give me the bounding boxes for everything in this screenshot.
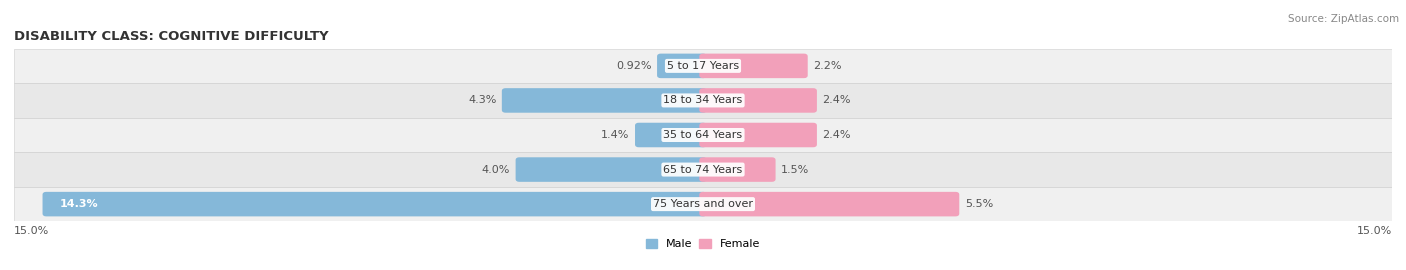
Text: 65 to 74 Years: 65 to 74 Years bbox=[664, 164, 742, 175]
Text: 1.4%: 1.4% bbox=[602, 130, 630, 140]
Legend: Male, Female: Male, Female bbox=[641, 235, 765, 254]
Text: 75 Years and over: 75 Years and over bbox=[652, 199, 754, 209]
Text: Source: ZipAtlas.com: Source: ZipAtlas.com bbox=[1288, 14, 1399, 23]
Bar bbox=[14, 49, 1392, 83]
FancyBboxPatch shape bbox=[699, 88, 817, 113]
Text: 35 to 64 Years: 35 to 64 Years bbox=[664, 130, 742, 140]
FancyBboxPatch shape bbox=[699, 192, 959, 216]
FancyBboxPatch shape bbox=[42, 192, 707, 216]
Text: 2.2%: 2.2% bbox=[813, 61, 842, 71]
FancyBboxPatch shape bbox=[699, 157, 776, 182]
FancyBboxPatch shape bbox=[516, 157, 707, 182]
Text: 18 to 34 Years: 18 to 34 Years bbox=[664, 95, 742, 106]
Text: 15.0%: 15.0% bbox=[1357, 225, 1392, 235]
Text: 2.4%: 2.4% bbox=[823, 95, 851, 106]
Text: 5 to 17 Years: 5 to 17 Years bbox=[666, 61, 740, 71]
Text: 15.0%: 15.0% bbox=[14, 225, 49, 235]
FancyBboxPatch shape bbox=[699, 123, 817, 147]
Text: 4.3%: 4.3% bbox=[468, 95, 496, 106]
Text: 14.3%: 14.3% bbox=[60, 199, 98, 209]
Text: DISABILITY CLASS: COGNITIVE DIFFICULTY: DISABILITY CLASS: COGNITIVE DIFFICULTY bbox=[14, 31, 329, 43]
Text: 4.0%: 4.0% bbox=[482, 164, 510, 175]
Bar bbox=[14, 152, 1392, 187]
FancyBboxPatch shape bbox=[636, 123, 707, 147]
FancyBboxPatch shape bbox=[502, 88, 707, 113]
Text: 2.4%: 2.4% bbox=[823, 130, 851, 140]
FancyBboxPatch shape bbox=[699, 54, 807, 78]
Bar bbox=[14, 118, 1392, 152]
Text: 1.5%: 1.5% bbox=[782, 164, 810, 175]
Text: 5.5%: 5.5% bbox=[965, 199, 993, 209]
FancyBboxPatch shape bbox=[657, 54, 707, 78]
Bar bbox=[14, 187, 1392, 221]
Bar bbox=[14, 83, 1392, 118]
Text: 0.92%: 0.92% bbox=[616, 61, 651, 71]
